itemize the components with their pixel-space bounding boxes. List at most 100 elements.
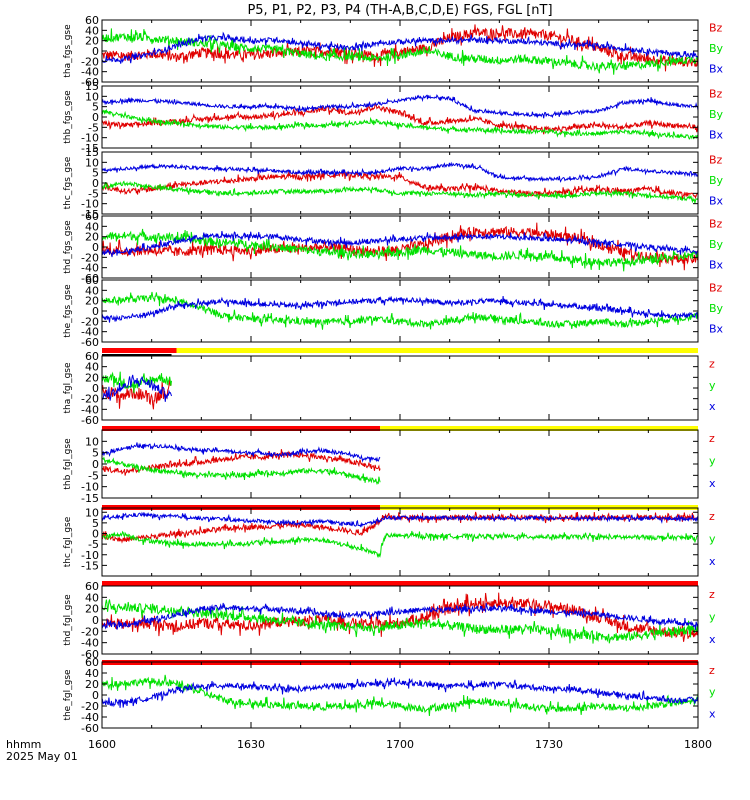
y-tick-label: -60	[81, 76, 99, 89]
legend-y: y	[709, 379, 716, 392]
y-tick-label: 40	[85, 220, 99, 233]
y-tick-label: -5	[88, 121, 99, 134]
y-tick-label: 60	[85, 274, 99, 287]
y-tick-label: -10	[81, 198, 99, 211]
legend-x: x	[709, 400, 716, 413]
series-z-line	[102, 592, 698, 642]
y-tick-label: 40	[85, 24, 99, 37]
figure-title: P5, P1, P2, P3, P4 (TH-A,B,C,D,E) FGS, F…	[247, 3, 552, 18]
series-By-line	[102, 108, 698, 140]
legend-z: z	[709, 432, 715, 445]
y-tick-label: -60	[81, 414, 99, 427]
legend-Bx: Bx	[709, 128, 724, 141]
y-tick-label: -20	[81, 625, 99, 638]
y-axis-label: thc_fgs_gse	[63, 156, 73, 209]
y-tick-label: 40	[85, 284, 99, 297]
y-tick-label: -15	[81, 559, 99, 572]
series-y-line	[102, 599, 698, 644]
y-tick-label: 10	[85, 506, 99, 519]
y-tick-label: 15	[85, 146, 99, 159]
y-tick-label: -10	[81, 549, 99, 562]
y-axis-label: the_fgs_gse	[63, 284, 73, 338]
series-By-line	[102, 180, 698, 204]
y-tick-label: -5	[88, 469, 99, 482]
y-tick-label: 60	[85, 210, 99, 223]
y-tick-label: 0	[92, 177, 99, 190]
y-axis-label: thb_fgl_gse	[63, 438, 73, 490]
y-tick-label: 0	[92, 382, 99, 395]
y-tick-label: 20	[85, 35, 99, 48]
legend-y: y	[709, 455, 716, 468]
y-axis-label: thb_fgs_gse	[63, 90, 73, 144]
legend-By: By	[709, 108, 724, 121]
y-tick-label: 60	[85, 580, 99, 593]
y-axis-label: thd_fgs_gse	[63, 220, 73, 274]
legend-x: x	[709, 707, 716, 720]
y-tick-label: 15	[85, 80, 99, 93]
y-axis-label: thc_fgl_gse	[63, 516, 73, 567]
legend-y: y	[709, 686, 716, 699]
state-bar-1	[176, 348, 698, 353]
legend-By: By	[709, 42, 724, 55]
legend-Bx: Bx	[709, 62, 724, 75]
y-tick-label: 40	[85, 591, 99, 604]
y-tick-label: 5	[92, 101, 99, 114]
y-axis-label: thd_fgl_gse	[63, 594, 73, 646]
date-label: 2025 May 01	[6, 750, 78, 763]
y-tick-label: 60	[85, 14, 99, 27]
y-tick-label: 0	[92, 614, 99, 627]
series-Bx-line	[102, 94, 698, 119]
y-tick-label: -60	[81, 722, 99, 735]
state-bar-0	[102, 348, 177, 353]
y-tick-label: 10	[85, 435, 99, 448]
y-tick-label: -40	[81, 326, 99, 339]
y-tick-label: 40	[85, 667, 99, 680]
time-unit-label: hhmm	[6, 738, 41, 751]
legend-Bx: Bx	[709, 258, 724, 271]
state-bar-2	[102, 354, 172, 356]
y-tick-label: -15	[81, 142, 99, 155]
x-tick-label: 1730	[535, 738, 563, 751]
series-Bx-line	[102, 295, 698, 323]
y-tick-label: -15	[81, 492, 99, 505]
y-tick-label: -40	[81, 637, 99, 650]
y-tick-label: 5	[92, 517, 99, 530]
y-tick-label: 0	[92, 241, 99, 254]
y-tick-label: 20	[85, 371, 99, 384]
y-tick-label: -15	[81, 208, 99, 221]
legend-By: By	[709, 238, 724, 251]
y-tick-label: 60	[85, 656, 99, 669]
series-Bz-line	[102, 222, 698, 271]
state-bar-0	[102, 581, 698, 586]
y-tick-label: -60	[81, 336, 99, 349]
x-tick-label: 1630	[237, 738, 265, 751]
y-tick-label: -5	[88, 187, 99, 200]
legend-Bx: Bx	[709, 322, 724, 335]
y-tick-label: 0	[92, 45, 99, 58]
series-x-line	[102, 442, 381, 463]
legend-z: z	[709, 664, 715, 677]
legend-By: By	[709, 174, 724, 187]
y-tick-label: -10	[81, 481, 99, 494]
series-By-line	[102, 291, 698, 330]
series-By-line	[102, 28, 698, 75]
y-tick-label: -20	[81, 55, 99, 68]
series-Bz-line	[102, 103, 698, 135]
y-tick-label: -60	[81, 648, 99, 661]
series-y-line	[102, 530, 698, 559]
series-Bx-line	[102, 230, 698, 258]
y-tick-label: -40	[81, 66, 99, 79]
y-tick-label: 20	[85, 231, 99, 244]
y-axis-label: the_fgl_gse	[63, 669, 73, 721]
legend-y: y	[709, 611, 716, 624]
series-x-line	[102, 374, 172, 402]
y-tick-label: 0	[92, 111, 99, 124]
series-By-line	[102, 228, 698, 272]
